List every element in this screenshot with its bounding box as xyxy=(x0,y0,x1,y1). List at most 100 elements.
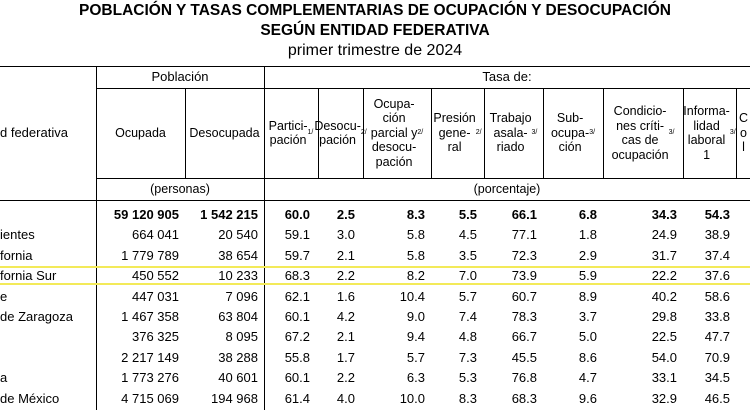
table-cell: 54.3 xyxy=(704,207,730,222)
table-cell: 22.2 xyxy=(651,268,677,284)
table-cell: 5.7 xyxy=(406,349,425,365)
table-cell: 8 095 xyxy=(225,329,258,345)
table-cell: 1.7 xyxy=(336,349,355,365)
table-cell: 37.4 xyxy=(704,247,730,263)
table-cell: 37.6 xyxy=(704,268,730,284)
table-cell: 450 552 xyxy=(132,268,179,284)
table-cell: 67.2 xyxy=(284,329,310,345)
table-cell: 78.3 xyxy=(511,309,537,324)
table-cell: 62.1 xyxy=(284,288,310,304)
table-cell: 4 715 069 xyxy=(121,390,179,406)
table-cell: 1 542 215 xyxy=(200,207,258,222)
table-cell: 1.6 xyxy=(336,288,355,304)
table-cell: 59 120 905 xyxy=(113,207,179,222)
table-cell: 4.5 xyxy=(458,227,477,243)
table-cell: 45.5 xyxy=(511,349,537,365)
table-cell: 60.1 xyxy=(284,309,310,324)
table-cell: 376 325 xyxy=(132,329,179,345)
table-cell: 33.8 xyxy=(704,309,730,324)
table-cell: 60.1 xyxy=(284,370,310,386)
header-partial-column: C o l xyxy=(738,111,749,155)
row-highlight xyxy=(0,266,750,286)
table-row: de Zaragoza 1 467 358 63 804 60.1 4.2 9.0 7.4 7… xyxy=(0,308,750,326)
table-cell: 31.7 xyxy=(651,247,677,263)
table-cell: 10.0 xyxy=(399,390,425,406)
unit-personas: (personas) xyxy=(150,181,210,196)
table-cell: 5.7 xyxy=(458,288,477,304)
table-cell: 38.9 xyxy=(704,227,730,243)
table-cell: 22.5 xyxy=(651,329,677,345)
row-entity-name: de México xyxy=(0,390,60,406)
row-entity-name: ientes xyxy=(0,227,35,243)
table-cell: 40 601 xyxy=(218,370,258,386)
table-row: ientes 664 041 20 540 59.1 3.0 5.8 4.5 77.1 1.8 2… xyxy=(0,226,750,244)
row-entity-name: de Zaragoza xyxy=(0,309,73,324)
table-cell: 33.1 xyxy=(651,370,677,386)
table-cell: 6.3 xyxy=(406,370,425,386)
table-cell: 54.0 xyxy=(651,349,677,365)
header-ocupacion-parcial: Ocupa- ción parcial y desocu- pación 2/ xyxy=(370,96,424,169)
table-cell: 447 031 xyxy=(132,288,179,304)
table-cell: 664 041 xyxy=(132,227,179,243)
header-entidad: d federativa xyxy=(0,124,68,140)
table-cell: 4.0 xyxy=(336,390,355,406)
table-cell: 4.7 xyxy=(578,370,597,386)
table-cell: 7 096 xyxy=(225,288,258,304)
table-cell: 2.9 xyxy=(578,247,597,263)
header-informalidad-laboral: Informa- lidad laboral 1 3/ xyxy=(683,104,736,162)
table-row: 2 217 149 38 288 55.8 1.7 5.7 7.3 45.5 8.6 54.0 7… xyxy=(0,349,750,367)
table-cell: 9.6 xyxy=(578,390,597,406)
table-cell: 3.5 xyxy=(458,247,477,263)
table-cell: 2.2 xyxy=(336,268,355,284)
table-cell: 68.3 xyxy=(284,268,310,284)
table-cell: 58.6 xyxy=(704,288,730,304)
table-cell: 2.1 xyxy=(336,329,355,345)
table-cell: 7.4 xyxy=(458,309,477,324)
table-cell: 40.2 xyxy=(651,288,677,304)
table-cell: 73.9 xyxy=(511,268,537,284)
table-row: de México 4 715 069 194 968 61.4 4.0 10.0 8.3 6… xyxy=(0,390,750,408)
table-cell: 7.0 xyxy=(458,268,477,284)
table-cell: 47.7 xyxy=(704,329,730,345)
table-cell: 6.8 xyxy=(578,207,597,222)
table-cell: 5.8 xyxy=(406,247,425,263)
table-cell: 34.5 xyxy=(704,370,730,386)
table-cell: 7.3 xyxy=(458,349,477,365)
header-condiciones-criticas: Condicio- nes críti- cas de ocupación 3/ xyxy=(611,104,675,162)
table-cell: 1 467 358 xyxy=(121,309,179,324)
unit-porcentaje: (porcentaje) xyxy=(473,181,541,196)
table-cell: 34.3 xyxy=(651,207,677,222)
header-poblacion: Población xyxy=(151,68,209,84)
header-participacion: Partici- pación 1/ xyxy=(268,118,314,148)
table-cell: 61.4 xyxy=(284,390,310,406)
table-cell: 66.7 xyxy=(511,329,537,345)
table-cell: 60.0 xyxy=(284,207,310,222)
table-cell: 32.9 xyxy=(651,390,677,406)
table-cell: 4.8 xyxy=(458,329,477,345)
table-cell: 59.7 xyxy=(284,247,310,263)
table-cell: 72.3 xyxy=(511,247,537,263)
table-cell: 66.1 xyxy=(511,207,537,222)
table-cell: 76.8 xyxy=(511,370,537,386)
header-tasa: Tasa de: xyxy=(482,68,532,84)
table-cell: 2.5 xyxy=(336,207,355,222)
row-entity-name: a xyxy=(0,370,8,386)
table-cell: 38 654 xyxy=(218,247,258,263)
table-row: fornia Sur 450 552 10 233 68.3 2.2 8.2 7.0 73.9… xyxy=(0,267,750,285)
table-cell: 2 217 149 xyxy=(121,349,179,365)
header-ocupada: Ocupada xyxy=(115,125,166,140)
table-cell: 1 773 276 xyxy=(121,370,179,386)
table-cell: 5.0 xyxy=(578,329,597,345)
header-subocupacion: Sub- ocupa- ción 3/ xyxy=(550,111,596,155)
table-cell: 59.1 xyxy=(284,227,310,243)
table-cell: 5.9 xyxy=(578,268,597,284)
table-cell: 24.9 xyxy=(651,227,677,243)
table-cell: 77.1 xyxy=(511,227,537,243)
header-desocupada: Desocupada xyxy=(189,125,260,140)
table-cell: 2.2 xyxy=(336,370,355,386)
table-cell: 38 288 xyxy=(218,349,258,365)
row-entity-name: fornia Sur xyxy=(0,268,57,284)
table-cell: 29.8 xyxy=(651,309,677,324)
table-cell: 46.5 xyxy=(704,390,730,406)
row-entity-name: e xyxy=(0,288,8,304)
